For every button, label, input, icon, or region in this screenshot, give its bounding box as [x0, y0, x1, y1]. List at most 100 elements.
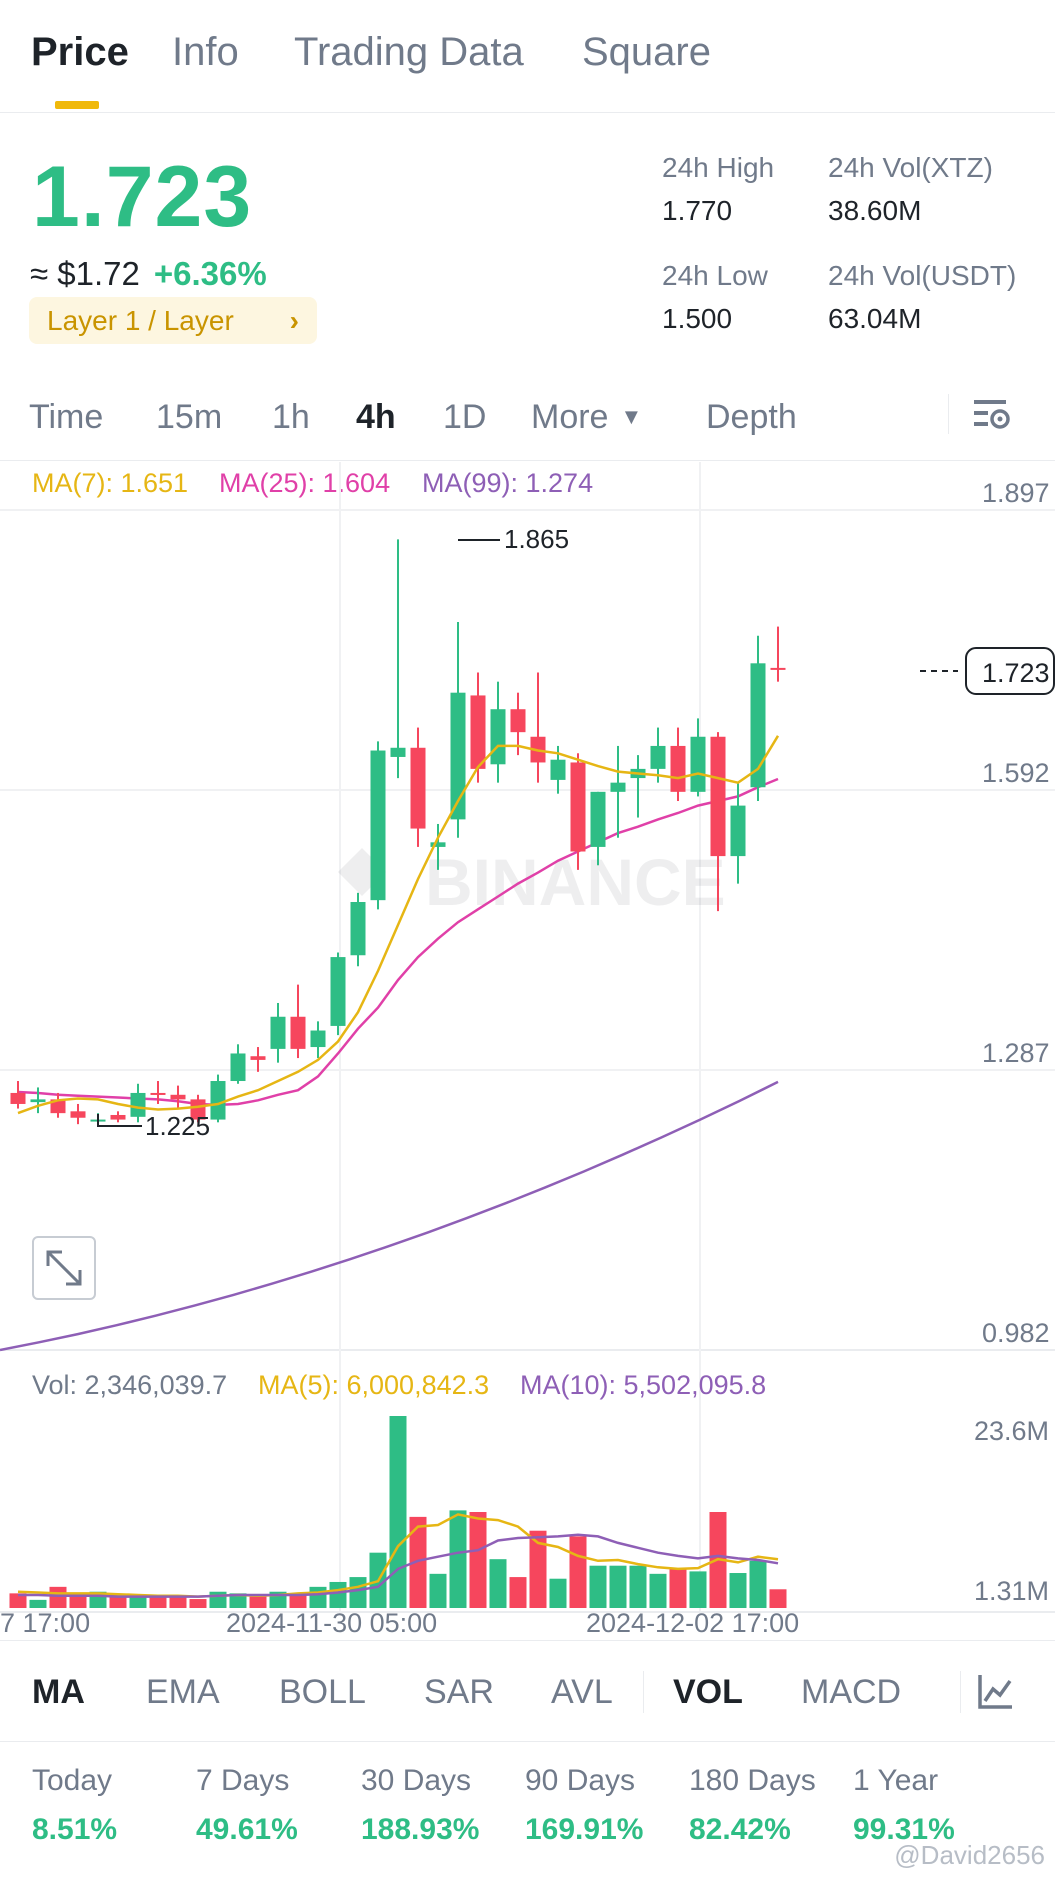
volume-bar [729, 1573, 747, 1608]
performance-period-value: 82.42% [689, 1813, 791, 1846]
volume-bar [489, 1559, 507, 1608]
volume-bar [649, 1573, 667, 1608]
timeframe-time[interactable]: Time [29, 398, 104, 436]
volume-bar [149, 1594, 167, 1608]
volume-bar [609, 1565, 627, 1608]
tab-square[interactable]: Square [582, 30, 711, 74]
active-tab-indicator [55, 101, 99, 109]
ma25-legend: MA(25): 1.604 [219, 468, 391, 498]
volume-bar [509, 1577, 527, 1608]
candle-body [430, 842, 446, 847]
watermark-text: BINANCE [425, 845, 726, 919]
low-marker-line [97, 1114, 142, 1127]
candle-body [570, 762, 586, 852]
performance-period-value: 188.93% [361, 1813, 480, 1846]
time-axis-tick: 2024-11-30 05:00 [226, 1608, 438, 1638]
candle-body [190, 1099, 206, 1120]
low-marker-label: 1.225 [145, 1111, 210, 1141]
performance-period-label: 30 Days [361, 1764, 472, 1797]
vol-quote-value: 63.04M [828, 303, 922, 334]
candle-body [610, 782, 626, 792]
candle-body [50, 1099, 66, 1114]
tab-info[interactable]: Info [172, 30, 239, 74]
candle-body [390, 747, 406, 757]
performance-period-value: 49.61% [196, 1813, 298, 1846]
high-marker-label: 1.865 [504, 524, 569, 554]
ma99-line [0, 1080, 779, 1352]
timeframe-bar: Time 15m 1h 4h 1D More ▼ Depth [0, 390, 1055, 460]
candle-body [450, 692, 466, 820]
volume-bar [229, 1593, 247, 1608]
candle-body [670, 745, 686, 792]
candle-body [730, 805, 746, 857]
candle-body [470, 695, 486, 769]
candle-body [650, 745, 666, 769]
volume-bar [689, 1571, 707, 1608]
low-24h-label: 24h Low [662, 260, 768, 291]
timeframe-depth[interactable]: Depth [706, 398, 797, 436]
performance-period-value: 169.91% [525, 1813, 644, 1846]
vol-ma10-legend: MA(10): 5,502,095.8 [520, 1370, 767, 1400]
timeframe-1h[interactable]: 1h [272, 398, 310, 436]
indicator-ma[interactable]: MA [32, 1673, 85, 1711]
indicator-sar[interactable]: SAR [424, 1673, 494, 1711]
expand-icon [46, 1250, 82, 1286]
volume-bar [49, 1586, 67, 1608]
timeframe-1d[interactable]: 1D [443, 398, 487, 436]
time-axis-tick: 2024-12-02 17:00 [586, 1608, 800, 1638]
timeframe-more-label: More [531, 398, 609, 436]
last-price: 1.723 [32, 149, 253, 245]
timeframe-15m[interactable]: 15m [156, 398, 223, 436]
timeframe-more[interactable]: More ▼ [531, 398, 642, 437]
chevron-right-icon: › [289, 305, 299, 336]
indicator-vol[interactable]: VOL [673, 1673, 743, 1711]
current-price-tag [965, 647, 1055, 695]
chart-settings-icon[interactable] [972, 394, 1012, 434]
divider [960, 1671, 961, 1713]
candle-body [370, 750, 386, 901]
candle-body [350, 902, 366, 956]
performance-period-value: 8.51% [32, 1813, 118, 1846]
candle-body [310, 1030, 326, 1048]
performance-period-label: 7 Days [196, 1764, 290, 1797]
tab-price[interactable]: Price [31, 30, 129, 74]
ma99-legend: MA(99): 1.274 [422, 468, 594, 498]
category-badge[interactable]: Layer 1 / Layer › [29, 297, 317, 344]
ma7-line [17, 735, 780, 1115]
candle-body [510, 709, 526, 733]
candle-body [210, 1081, 226, 1120]
candle-body [110, 1114, 126, 1120]
fullscreen-button[interactable] [32, 1236, 96, 1300]
category-label: Layer 1 / Layer [47, 305, 234, 336]
divider [643, 1671, 644, 1713]
volume-bar [469, 1512, 487, 1608]
low-24h-value: 1.500 [662, 303, 733, 334]
volume-bar [169, 1596, 187, 1608]
indicator-boll[interactable]: BOLL [279, 1673, 366, 1711]
timeframe-4h[interactable]: 4h [356, 398, 396, 436]
indicator-macd[interactable]: MACD [801, 1673, 902, 1711]
volume-bar [289, 1594, 307, 1608]
volume-axis-tick: 23.6M [974, 1416, 1050, 1446]
volume-bar [309, 1586, 327, 1608]
volume-legend: Vol: 2,346,039.7 [32, 1370, 228, 1400]
indicator-ema[interactable]: EMA [146, 1673, 220, 1711]
top-tab-bar: Price Info Trading Data Square [0, 0, 1055, 113]
tab-trading-data[interactable]: Trading Data [294, 30, 524, 74]
candle-body [70, 1111, 86, 1118]
binance-watermark: BINANCE [337, 845, 726, 919]
volume-bar [109, 1594, 127, 1608]
volume-ma10-line [18, 1533, 779, 1598]
volume-bar [249, 1596, 267, 1608]
volume-bar [409, 1516, 427, 1608]
volume-bar [669, 1568, 687, 1608]
indicator-bar: MA EMA BOLL SAR AVL VOL MACD [0, 1640, 1055, 1742]
volume-axis-tick: 1.31M [974, 1576, 1050, 1606]
candle-body [410, 747, 426, 829]
volume-bar [209, 1591, 227, 1608]
indicator-avl[interactable]: AVL [551, 1673, 613, 1711]
price-change-percent: +6.36% [153, 255, 267, 292]
candle-body [250, 1056, 266, 1060]
candlestick-chart[interactable]: BINANCE 1.865 1.225 1.723 [0, 0, 1055, 1640]
indicator-settings-icon[interactable] [976, 1671, 1016, 1711]
